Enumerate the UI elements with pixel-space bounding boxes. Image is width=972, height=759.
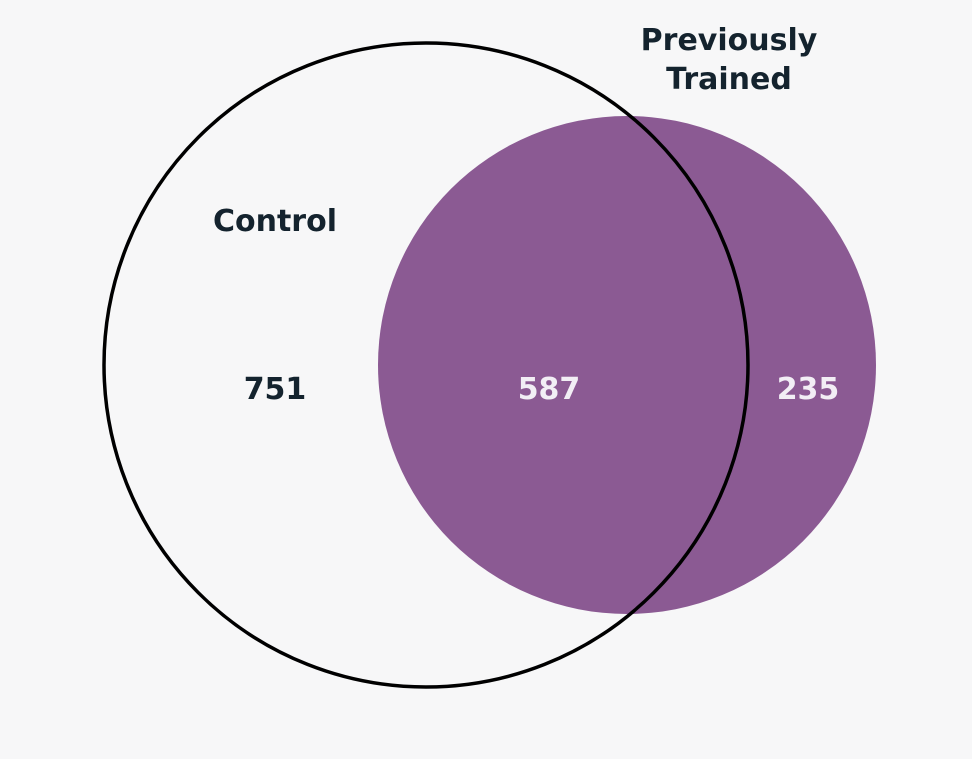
trained-only-count: 235 xyxy=(777,372,840,407)
previously-trained-label-line-2: Trained xyxy=(666,62,792,97)
intersection-count: 587 xyxy=(518,372,581,407)
control-only-count: 751 xyxy=(244,372,307,407)
previously-trained-circle xyxy=(378,116,876,614)
previously-trained-label-line-1: Previously xyxy=(641,23,818,58)
control-label: Control xyxy=(213,204,337,239)
control-circle xyxy=(102,41,750,689)
